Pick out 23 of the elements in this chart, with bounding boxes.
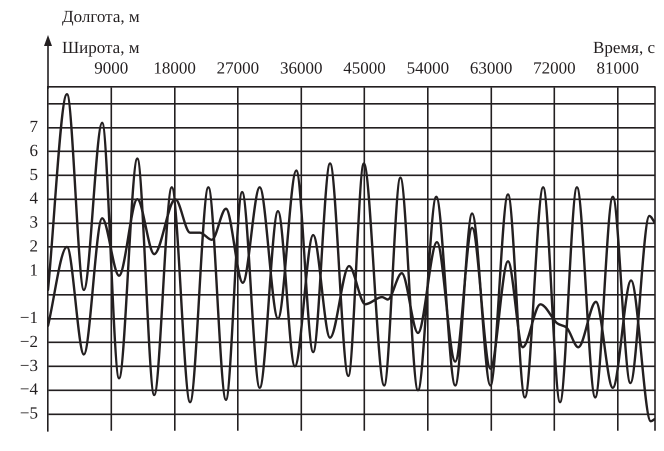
y-tick-label: −5 [20, 404, 38, 423]
y-tick-label: 2 [30, 236, 38, 256]
x-tick-label: 18000 [153, 58, 196, 78]
x-tick-label: 72000 [533, 58, 576, 78]
y-tick-label: 3 [30, 212, 38, 232]
x-tick-label: 9000 [94, 58, 128, 78]
x-tick-label: 63000 [470, 58, 512, 78]
y-tick-label: 6 [30, 140, 38, 160]
y-tick-label: −3 [20, 356, 38, 375]
y-tick-label: 1 [30, 260, 38, 280]
x-tick-label: 45000 [343, 58, 386, 78]
y-tick-label: −2 [20, 332, 38, 351]
x-tick-label: 36000 [280, 58, 322, 78]
y-axis-title: Долгота, м Широта, м [62, 7, 140, 57]
y-tick-label: 4 [30, 188, 38, 208]
x-tick-label: 27000 [216, 58, 260, 78]
x-axis-title: Время, с [592, 38, 656, 57]
y-tick-label: 7 [30, 117, 38, 136]
y-tick-label: −1 [20, 308, 38, 328]
x-tick-label: 81000 [596, 58, 639, 78]
y-tick-label: 5 [30, 164, 38, 184]
x-tick-label: 54000 [406, 58, 450, 78]
y-tick-label: −4 [20, 380, 38, 399]
